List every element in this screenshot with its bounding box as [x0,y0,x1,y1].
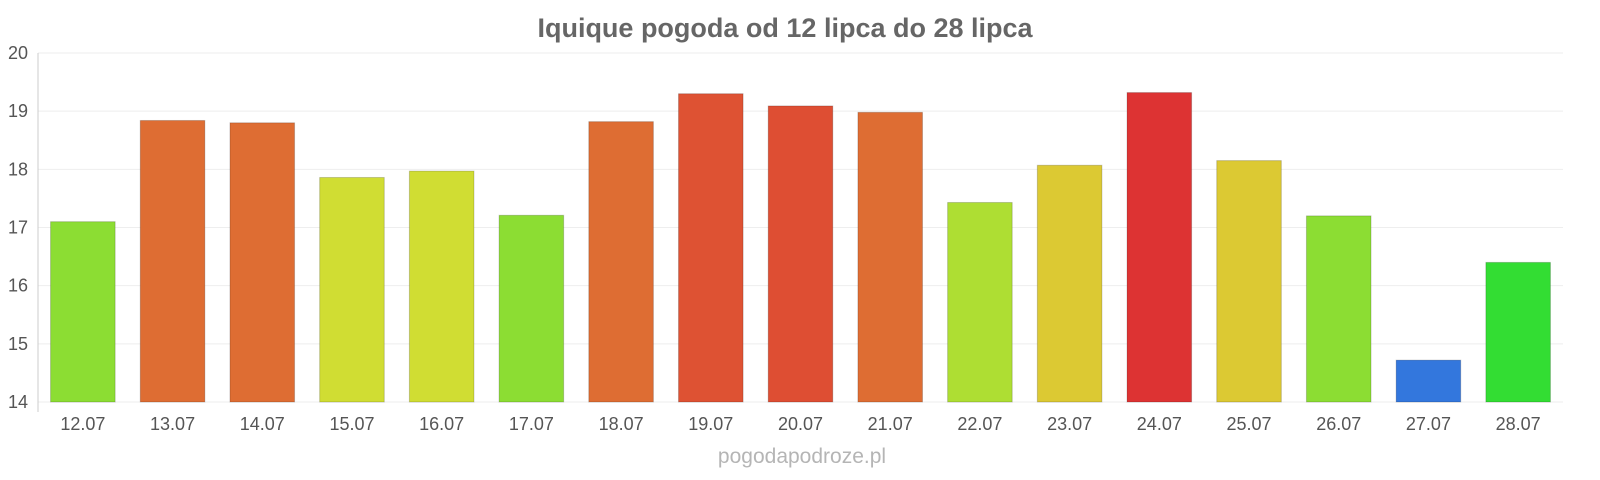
x-tick-label: 18.07 [599,414,644,434]
bar-17.07[interactable] [498,214,565,403]
bar-16.07[interactable] [408,170,475,403]
x-tick-label: 20.07 [778,414,823,434]
bar-13.07[interactable] [139,119,206,403]
bar-15.07[interactable] [319,176,385,403]
bar-24.07[interactable] [1126,92,1193,403]
bar-19.07[interactable] [678,93,744,403]
bar-20.07[interactable] [767,105,834,403]
site-credit[interactable]: pogodapodroze.pl [718,445,886,468]
bar-28.07[interactable] [1485,261,1551,403]
x-tick-label: 19.07 [688,414,733,434]
x-tick-label: 26.07 [1316,414,1361,434]
x-axis: 12.07 13.07 14.07 15.07 16.07 17.07 18.07 19.07… [60,414,1540,434]
x-tick-label: 16.07 [419,414,464,434]
y-tick-label: 17 [8,218,28,238]
x-tick-label: 13.07 [150,414,195,434]
x-tick-label: 27.07 [1406,414,1451,434]
bar-21.07[interactable] [857,111,923,403]
x-tick-label: 24.07 [1137,414,1182,434]
bar-18.07[interactable] [588,121,654,403]
x-tick-label: 15.07 [329,414,374,434]
bar-25.07[interactable] [1216,160,1282,403]
x-tick-label: 17.07 [509,414,554,434]
y-tick-label: 15 [8,334,28,354]
bar-27.07[interactable] [1395,359,1462,403]
chart-title: Iquique pogoda od 12 lipca do 28 lipca [537,13,1033,43]
bar-12.07[interactable] [50,221,116,403]
x-tick-label: 22.07 [957,414,1002,434]
x-tick-label: 14.07 [240,414,285,434]
x-tick-label: 23.07 [1047,414,1092,434]
x-tick-label: 25.07 [1227,414,1272,434]
y-tick-label: 16 [8,276,28,296]
bar-23.07[interactable] [1036,164,1103,403]
x-tick-label: 12.07 [60,414,105,434]
y-tick-label: 20 [8,43,28,63]
bar-14.07[interactable] [229,122,296,403]
y-tick-label: 14 [8,392,28,412]
bar-26.07[interactable] [1305,215,1372,403]
y-tick-label: 19 [8,101,28,121]
x-tick-label: 21.07 [868,414,913,434]
x-tick-label: 28.07 [1496,414,1541,434]
y-tick-label: 18 [8,159,28,179]
bar-22.07[interactable] [947,201,1013,403]
bars [50,92,1551,403]
y-axis: 14 15 16 17 18 19 20 [8,43,39,412]
